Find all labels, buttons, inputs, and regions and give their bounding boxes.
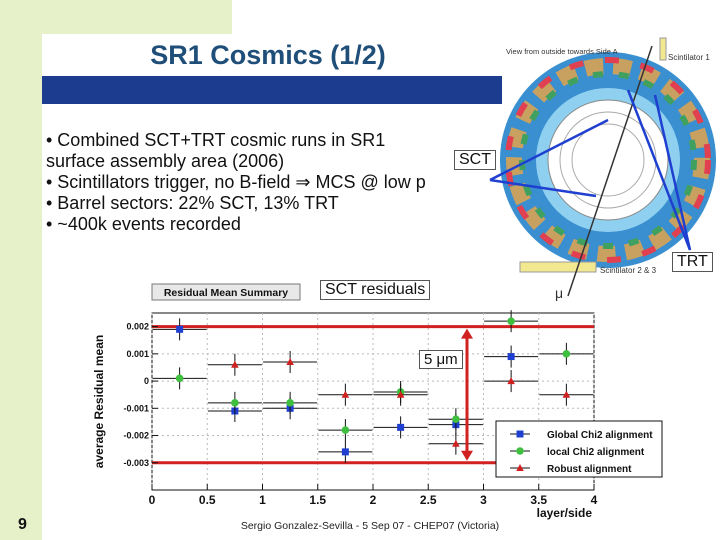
- y-tick-label: -0.001: [123, 403, 149, 413]
- five-micron-arrow: [461, 328, 473, 461]
- y-axis-label: average Residual mean: [92, 335, 106, 468]
- data-point-robust: [562, 390, 571, 398]
- trt-ring: [506, 58, 710, 262]
- sct-label: SCT: [454, 150, 496, 170]
- data-point-robust: [286, 358, 294, 366]
- top-accent-band: [0, 0, 232, 34]
- data-point-robust: [231, 360, 239, 368]
- bullet-3: • Barrel sectors: 22% SCT, 13% TRT: [46, 193, 339, 213]
- arrow-head-top: [461, 328, 473, 339]
- bullet-1: • Combined SCT+TRT cosmic runs in SR1: [46, 130, 386, 150]
- data-point-robust: [341, 390, 350, 398]
- chart-legend: Global Chi2 alignment local Chi2 alignmen…: [495, 420, 663, 478]
- trt-sector-green: [519, 71, 697, 249]
- legend-marker: [516, 464, 524, 471]
- data-point-global-chi2: [397, 423, 405, 431]
- x-tick-label: 3: [480, 493, 487, 507]
- arrow-head-bottom: [461, 450, 473, 461]
- data-point-global-chi2: [176, 325, 184, 333]
- y-tick-label: 0: [144, 376, 149, 386]
- legend-marker: [516, 430, 524, 438]
- x-tick-label: 4: [591, 493, 598, 507]
- title-underline-bar: [42, 76, 502, 104]
- chart-title-box: [151, 283, 301, 301]
- legend-entry: Global Chi2 alignment: [547, 430, 653, 441]
- scintillator-1-bar: [659, 37, 667, 61]
- bullet-1-cont: surface assembly area (2006): [46, 151, 285, 171]
- sct-arrow-1: [489, 118, 609, 182]
- legend-entry: local Chi2 alignment: [547, 447, 645, 458]
- x-tick-label: 0: [149, 493, 156, 507]
- data-point-local-chi2: [507, 317, 515, 325]
- data-point-global-chi2: [341, 448, 349, 456]
- page-number: 9: [18, 516, 27, 533]
- x-tick-label: 3.5: [530, 493, 547, 507]
- x-axis-label: layer/side: [537, 506, 593, 520]
- bullet-list: • Combined SCT+TRT cosmic runs in SR1 su…: [46, 130, 476, 235]
- data-point-local-chi2: [452, 415, 460, 424]
- data-point-global-chi2: [507, 353, 515, 361]
- bullet-2: • Scintillators trigger, no B-field ⇒ MC…: [46, 172, 426, 192]
- scintillator-1-label: Scintilator 1: [668, 53, 710, 62]
- sct-arrow-2: [489, 178, 597, 198]
- trt-arrow-1: [653, 94, 692, 251]
- five-micron-label: 5 μm: [419, 350, 463, 369]
- x-tick-label: 1.5: [309, 493, 326, 507]
- footer-text: Sergio Gonzalez-Sevilla - 5 Sep 07 - CHE…: [240, 520, 500, 532]
- data-point-local-chi2: [175, 374, 184, 383]
- slide-title: SR1 Cosmics (1/2): [150, 40, 386, 70]
- scintillator-2-bar: [519, 261, 597, 273]
- muon-label: μ: [555, 285, 563, 301]
- detector-view-label: View from outside towards Side A: [506, 47, 618, 56]
- data-point-robust: [507, 377, 515, 385]
- data-point-local-chi2: [286, 399, 294, 407]
- x-tick-label: 0.5: [199, 493, 216, 507]
- bullet-4: • ~400k events recorded: [46, 214, 241, 234]
- x-tick-label: 2.5: [420, 493, 437, 507]
- x-tick-label: 1: [259, 493, 266, 507]
- sct-inner: [547, 99, 669, 221]
- data-point-robust: [452, 439, 460, 447]
- y-tick-label: -0.002: [123, 431, 149, 441]
- legend-entry: Robust alignment: [547, 464, 632, 475]
- sct-layer: [571, 123, 645, 197]
- data-point-local-chi2: [231, 399, 239, 407]
- scintillator-2-label: Scintilator 2 & 3: [600, 266, 657, 275]
- data-point-local-chi2: [341, 426, 350, 434]
- left-accent-bar: [0, 0, 42, 540]
- data-points: [152, 310, 594, 463]
- chart-title: Residual Mean Summary: [164, 287, 288, 299]
- y-tick-label: 0.001: [126, 349, 149, 359]
- legend-box: [495, 420, 663, 478]
- y-tick-label: -0.003: [123, 458, 149, 468]
- muon-track: [567, 45, 653, 297]
- trt-label: TRT: [672, 252, 713, 272]
- x-tick-label: 2: [370, 493, 377, 507]
- trt-sector-red: [505, 57, 711, 263]
- trt-arrow-2: [626, 89, 692, 251]
- title-box: [44, 36, 492, 74]
- data-point-robust: [396, 390, 405, 398]
- y-tick-label: 0.002: [126, 322, 149, 332]
- legend-marker: [516, 447, 524, 455]
- data-point-local-chi2: [562, 350, 571, 358]
- sct-residuals-label: SCT residuals: [320, 280, 431, 300]
- axis-ticks: 0 0.5 1 1.5 2 2.5 3 3.5 4 0.002 0.001 0 -0.001 -0.002…: [123, 322, 597, 507]
